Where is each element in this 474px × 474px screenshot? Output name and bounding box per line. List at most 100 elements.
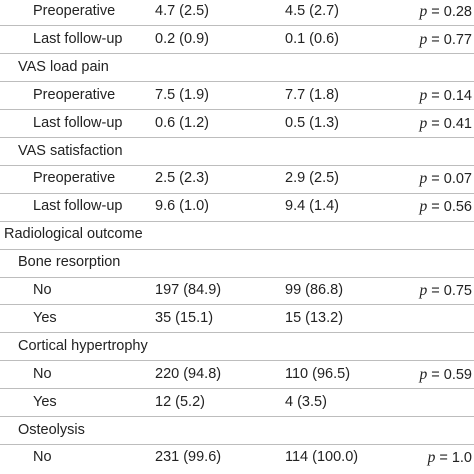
row-label: No <box>33 449 52 466</box>
row-label: Osteolysis <box>18 421 85 438</box>
row-label: Preoperative <box>33 3 116 19</box>
row-label: Yes <box>33 393 57 410</box>
table-row: Preoperative 7.5 (1.9) 7.7 (1.8) p = 0.1… <box>0 82 474 110</box>
table-row: Preoperative 4.7 (2.5) 4.5 (2.7) p = 0.2… <box>0 0 474 26</box>
group2-value: 7.7 (1.8) <box>285 86 339 103</box>
row-separator <box>0 25 474 27</box>
p-value: p = 0.14 <box>420 82 473 111</box>
p-value: p = 0.75 <box>420 277 473 306</box>
p-symbol: p <box>419 282 428 299</box>
row-separator <box>0 276 474 278</box>
table-row: Yes 12 (5.2) 4 (3.5) <box>0 389 474 417</box>
table-row: No 231 (99.6) 114 (100.0) p = 1.0 <box>0 444 474 472</box>
row-separator <box>0 304 474 306</box>
p-value: p = 0.59 <box>420 361 473 390</box>
row-label: Last follow-up <box>33 30 123 47</box>
group1-value: 4.7 (2.5) <box>155 3 209 19</box>
row-separator <box>0 53 474 55</box>
group1-value: 220 (94.8) <box>155 365 222 382</box>
p-value: p = 0.07 <box>420 165 473 194</box>
row-label: No <box>33 365 52 382</box>
p-value: p = 0.56 <box>420 193 473 222</box>
table-row: Last follow-up 0.2 (0.9) 0.1 (0.6) p = 0… <box>0 26 474 54</box>
table-row: Last follow-up 0.6 (1.2) 0.5 (1.3) p = 0… <box>0 110 474 138</box>
row-label: Last follow-up <box>33 114 123 131</box>
row-label: Bone resorption <box>18 254 121 271</box>
p-number: = 0.07 <box>427 171 472 188</box>
p-value: p = 0.28 <box>420 0 473 27</box>
group1-value: 7.5 (1.9) <box>155 86 209 103</box>
row-label: Yes <box>33 309 57 326</box>
row-separator <box>0 416 474 417</box>
group1-value: 0.2 (0.9) <box>155 30 209 47</box>
group2-value: 9.4 (1.4) <box>285 198 339 215</box>
table-row: VAS satisfaction <box>0 138 474 166</box>
p-number: = 0.28 <box>427 4 472 20</box>
group1-value: 9.6 (1.0) <box>155 198 209 215</box>
row-separator <box>0 137 474 138</box>
row-separator <box>0 220 474 222</box>
p-number: = 1.0 <box>435 450 472 467</box>
p-symbol: p <box>419 198 428 216</box>
p-symbol: p <box>419 170 428 188</box>
p-number: = 0.75 <box>427 283 472 299</box>
table-row: No 220 (94.8) 110 (96.5) p = 0.59 <box>0 361 474 389</box>
row-label: Preoperative <box>33 170 116 187</box>
row-separator <box>0 360 474 362</box>
group1-value: 12 (5.2) <box>155 393 205 410</box>
p-value: p = 0.41 <box>420 110 473 139</box>
table-row: Last follow-up 9.6 (1.0) 9.4 (1.4) p = 0… <box>0 193 474 221</box>
row-label: VAS satisfaction <box>18 142 123 159</box>
group1-value: 231 (99.6) <box>155 449 222 466</box>
table-row: Bone resorption <box>0 249 474 277</box>
row-label: No <box>33 282 52 298</box>
group2-value: 0.1 (0.6) <box>285 30 339 47</box>
p-number: = 0.14 <box>427 87 472 104</box>
row-label: Cortical hypertrophy <box>18 337 148 354</box>
p-value: p = 0.77 <box>420 26 473 55</box>
table-row: No 197 (84.9) 99 (86.8) p = 0.75 <box>0 277 474 305</box>
group2-value: 4 (3.5) <box>285 393 327 410</box>
group2-value: 0.5 (1.3) <box>285 114 339 131</box>
group2-value: 15 (13.2) <box>285 309 344 326</box>
group2-value: 4.5 (2.7) <box>285 3 339 19</box>
row-separator <box>0 81 474 83</box>
group2-value: 114 (100.0) <box>285 449 359 466</box>
group1-value: 0.6 (1.2) <box>155 114 209 131</box>
row-separator <box>0 248 474 250</box>
group1-value: 2.5 (2.3) <box>155 170 209 187</box>
p-number: = 0.59 <box>427 366 472 383</box>
group2-value: 2.9 (2.5) <box>285 170 339 187</box>
table-row: VAS load pain <box>0 54 474 82</box>
row-separator <box>0 332 474 334</box>
p-symbol: p <box>427 449 436 467</box>
p-number: = 0.41 <box>427 115 472 132</box>
table-row: Osteolysis <box>0 417 474 445</box>
table-row: Yes 35 (15.1) 15 (13.2) <box>0 305 474 333</box>
p-value: p = 1.0 <box>428 444 472 473</box>
row-separator <box>0 109 474 111</box>
row-separator <box>0 192 474 194</box>
table-row: Preoperative 2.5 (2.3) 2.9 (2.5) p = 0.0… <box>0 165 474 193</box>
p-number: = 0.56 <box>427 199 472 216</box>
group2-value: 110 (96.5) <box>285 365 351 382</box>
table-row: Radiological outcome <box>0 221 474 249</box>
p-symbol: p <box>419 114 428 132</box>
p-symbol: p <box>419 86 428 104</box>
p-symbol: p <box>419 3 428 20</box>
row-separator <box>0 443 474 445</box>
group1-value: 35 (15.1) <box>155 309 214 326</box>
row-label: VAS load pain <box>18 58 109 75</box>
p-number: = 0.77 <box>427 31 472 48</box>
p-symbol: p <box>419 365 428 383</box>
p-symbol: p <box>419 30 428 48</box>
row-separator <box>0 164 474 166</box>
table-row: Cortical hypertrophy <box>0 333 474 361</box>
row-label: Last follow-up <box>33 198 123 215</box>
row-label: Radiological outcome <box>4 226 143 243</box>
row-label: Preoperative <box>33 86 116 103</box>
row-separator <box>0 388 474 390</box>
group2-value: 99 (86.8) <box>285 282 344 298</box>
group1-value: 197 (84.9) <box>155 282 222 298</box>
